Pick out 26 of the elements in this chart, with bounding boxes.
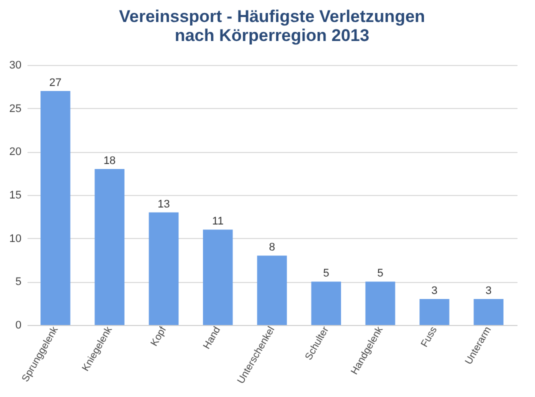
data-label: 5 (323, 268, 330, 280)
data-label: 13 (158, 198, 170, 210)
bar (420, 299, 450, 325)
bar (474, 299, 504, 325)
data-label: 27 (49, 77, 62, 89)
y-tick-label: 0 (15, 320, 22, 332)
data-label: 5 (377, 268, 384, 280)
y-tick-label: 15 (9, 190, 22, 202)
data-label: 11 (212, 216, 224, 228)
bar (202, 230, 233, 325)
bar (257, 256, 287, 325)
bar (94, 169, 124, 325)
data-label: 18 (103, 155, 116, 167)
y-tick-label: 25 (9, 102, 22, 115)
bar (40, 91, 70, 325)
data-label: 3 (486, 285, 492, 297)
data-label: 3 (431, 285, 438, 297)
bar (365, 282, 396, 325)
chart-title: Vereinssport - Häufigste Verletzungen nach Körperregion 2013 (118, 7, 426, 45)
y-tick-label: 5 (15, 276, 22, 288)
bar (311, 282, 342, 325)
y-tick-label: 30 (9, 60, 22, 72)
y-tick-label: 20 (9, 146, 22, 158)
y-tick-label: 10 (9, 232, 22, 245)
bar (148, 212, 179, 325)
data-label: 8 (268, 242, 276, 254)
